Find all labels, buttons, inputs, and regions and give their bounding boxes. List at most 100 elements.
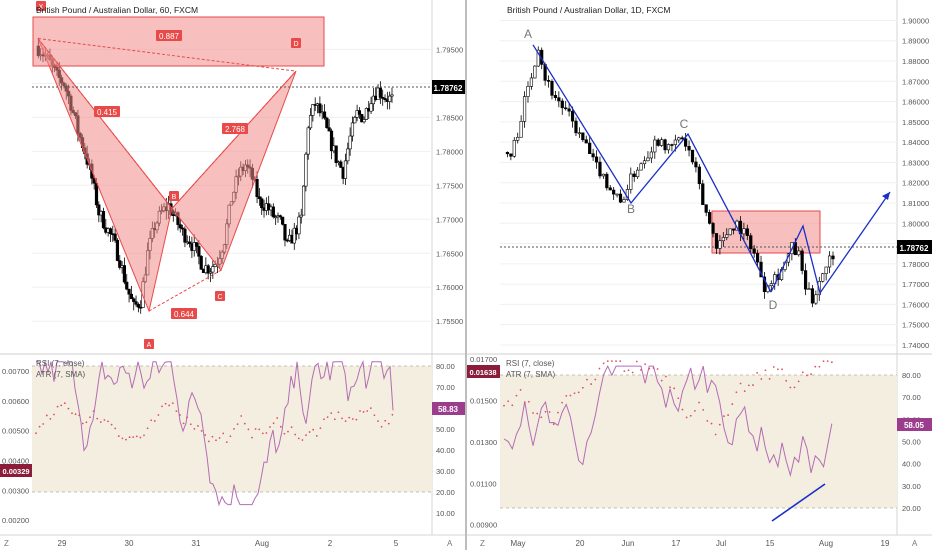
atr-dot [251, 436, 253, 439]
atr-dot [233, 428, 235, 430]
atr-dot [143, 434, 145, 437]
time-tick-label: Aug [255, 539, 269, 548]
time-tick-label: 17 [672, 539, 681, 548]
atr-dot [157, 414, 160, 416]
candle-body [325, 117, 329, 128]
right-rsi-band [500, 375, 897, 508]
atr-dot [189, 423, 192, 426]
atr-dot [635, 360, 638, 363]
atr-dot [92, 410, 95, 413]
atr-dot [337, 411, 340, 414]
atr-dot [681, 408, 684, 411]
candle-body [304, 153, 308, 187]
atr-dot [326, 416, 329, 419]
atr-dot [315, 434, 318, 437]
candle-body [519, 120, 523, 138]
time-tick-label: Aug [819, 539, 833, 548]
candle-body [134, 301, 138, 305]
atr-dot [752, 384, 754, 386]
atr-dot [128, 436, 131, 439]
candle-body [297, 216, 301, 235]
price-tick-label: 1.75500 [436, 317, 463, 326]
candle-body [584, 139, 588, 144]
candle-body [516, 136, 520, 141]
candle-body [536, 49, 540, 67]
atr-dot [294, 433, 297, 436]
atr-dot [723, 415, 725, 418]
candle-body [656, 139, 660, 146]
candle-body [346, 148, 350, 162]
candle-body [171, 214, 175, 217]
atr-dot [523, 401, 526, 404]
candle-body [301, 185, 306, 216]
projection-arrowhead [882, 192, 890, 200]
candle-body [560, 100, 564, 109]
left-z-label: Z [4, 539, 9, 548]
candle-body [364, 108, 369, 120]
atr-dot [225, 441, 228, 444]
atr-dot [561, 401, 563, 404]
candle-body [129, 293, 133, 300]
atr-dot [247, 428, 250, 431]
atr-dot [387, 422, 390, 425]
candle-body [350, 122, 355, 137]
candle-body [348, 135, 352, 150]
candle-body [208, 271, 213, 274]
right-time-axis: May 20 Jun 17 Jul 15 Aug 19 [510, 539, 890, 548]
left-atr-tag [0, 464, 32, 477]
candle-body [388, 95, 392, 102]
rsi-tick-label: 30.00 [902, 482, 921, 491]
atr-dot [179, 414, 181, 416]
candle-body [677, 137, 681, 141]
atr-dot [164, 402, 167, 405]
candle-body [800, 250, 804, 271]
atr-dot [540, 416, 543, 419]
atr-dot [384, 419, 387, 422]
candle-body [211, 266, 215, 273]
pattern-ratio-badge [222, 123, 248, 134]
pattern-point-badge [169, 191, 179, 201]
atr-tick-label: 0.00600 [2, 397, 29, 406]
pattern-point-label: B [172, 194, 177, 201]
candle-body [194, 242, 199, 247]
candle-body [594, 156, 599, 163]
atr-dot [301, 439, 304, 441]
atr-dot [743, 390, 746, 393]
atr-dot [814, 365, 817, 368]
rsi-tick-label: 80.00 [436, 362, 455, 371]
candle-body [557, 97, 561, 102]
price-tick-label: 1.82000 [902, 179, 929, 188]
right-candles [505, 46, 835, 308]
candle-body [649, 151, 653, 159]
pattern-ratio-badge [156, 30, 182, 41]
atr-dot [161, 405, 163, 408]
right-abcd-pattern: A B C D [524, 27, 891, 312]
candle-body [334, 145, 338, 163]
candle-body [529, 77, 534, 87]
atr-dot [664, 375, 667, 378]
atr-dot [132, 436, 135, 439]
candle-body [546, 80, 551, 82]
atr-tick-label: 0.01500 [470, 396, 497, 405]
atr-dot [710, 422, 713, 425]
price-tick-label: 1.78000 [902, 260, 929, 269]
candle-body [725, 234, 729, 238]
candle-body [322, 111, 327, 119]
abcd-point-label: D [769, 298, 778, 312]
atr-dot [125, 438, 127, 441]
atr-dot [139, 436, 142, 439]
right-rsi-line [503, 364, 833, 478]
candle-body [260, 198, 264, 209]
time-tick-label: 31 [192, 539, 201, 548]
candle-body [711, 223, 715, 234]
candle-body [390, 94, 394, 97]
rsi-tick-label: 40.00 [902, 460, 921, 469]
candle-body [684, 138, 688, 147]
left-rsi-label: RSI (7, close) [36, 359, 85, 368]
candle-body [742, 228, 746, 235]
candle-body [362, 119, 366, 123]
right-rsi-label: RSI (7, close) [506, 359, 555, 368]
atr-dot [648, 367, 651, 370]
atr-dot [362, 411, 365, 413]
candle-body [533, 65, 537, 79]
